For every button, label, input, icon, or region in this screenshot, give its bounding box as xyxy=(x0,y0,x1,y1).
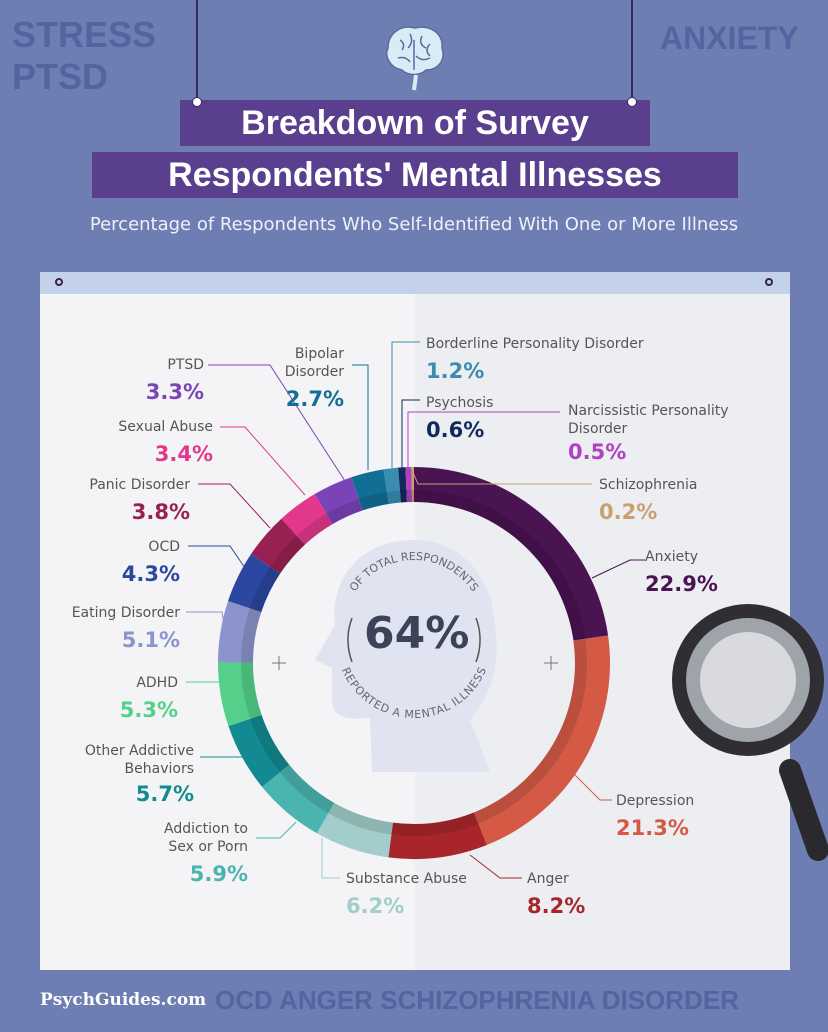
bg-word: DISORDER xyxy=(601,985,739,1015)
leader-substance xyxy=(321,838,340,879)
slice-other-addictive-behaviors xyxy=(228,714,290,787)
leader-anger xyxy=(469,854,522,879)
label-sexual-abuse: Sexual Abuse 3.4% xyxy=(118,419,213,466)
slice-shade xyxy=(250,714,290,773)
bg-word: SCHIZOPHRENIA xyxy=(380,985,595,1015)
slice-shade xyxy=(279,764,335,814)
slice-sexual-abuse xyxy=(281,493,333,545)
slice-anger xyxy=(388,812,487,860)
slice-shade xyxy=(414,489,586,641)
label-anxiety: Anxiety 22.9% xyxy=(645,549,718,596)
label-ptsd: PTSD 3.3% xyxy=(145,357,204,404)
brain-icon xyxy=(386,26,444,91)
leader-narc xyxy=(407,411,560,468)
label-narcissistic: Narcissistic Personality Disorder 0.5% xyxy=(568,403,729,464)
slice-shade xyxy=(326,499,363,525)
leader-bpd xyxy=(391,341,420,468)
leader-sexual xyxy=(220,426,306,496)
leader-schizo xyxy=(410,467,592,485)
head-silhouette xyxy=(315,540,497,772)
label-bpd: Borderline Personality Disorder 1.2% xyxy=(426,336,644,383)
center-brackets xyxy=(347,617,481,663)
bg-word: ANGER xyxy=(279,985,373,1015)
label-ocd: OCD 4.3% xyxy=(121,539,180,586)
center-value: 64% xyxy=(364,608,470,659)
pin-icon xyxy=(55,278,63,286)
hanging-string xyxy=(196,0,198,100)
label-substance-abuse: Substance Abuse 6.2% xyxy=(346,871,467,918)
bg-word: ANXIETY xyxy=(660,20,799,56)
slice-shade xyxy=(399,490,407,503)
slice-psychosis xyxy=(398,467,407,503)
slice-shade xyxy=(358,492,389,511)
title-line-2: Respondents' Mental Illnesses xyxy=(92,152,738,198)
hang-dot xyxy=(192,97,202,107)
pin-icon xyxy=(765,278,773,286)
slice-shade xyxy=(328,802,393,835)
label-eating-disorder: Eating Disorder 5.1% xyxy=(71,605,180,652)
leader-bipolar xyxy=(352,364,369,470)
title-line-1: Breakdown of Survey xyxy=(180,100,650,146)
slice-narcissistic-personality-disorder xyxy=(405,467,412,503)
slice-panic-disorder xyxy=(251,518,306,574)
label-addiction-sex-porn: Addiction to Sex or Porn 5.9% xyxy=(163,821,248,886)
label-schizophrenia: Schizophrenia 0.2% xyxy=(599,477,698,524)
leader-ptsd xyxy=(208,364,346,482)
leader-eating xyxy=(186,611,226,631)
slice-shade xyxy=(241,662,262,719)
hanging-string xyxy=(631,0,633,100)
label-anger: Anger 8.2% xyxy=(527,871,586,918)
slice-shade xyxy=(249,566,281,613)
slice-bipolar-disorder xyxy=(351,469,389,511)
leader-addiction xyxy=(256,821,297,839)
slice-shade xyxy=(391,812,479,837)
slice-depression xyxy=(473,635,610,845)
magnifier-icon xyxy=(672,604,828,861)
slice-shade xyxy=(406,490,412,503)
slice-eating-disorder xyxy=(218,601,262,663)
hang-dot xyxy=(627,97,637,107)
slice-shade xyxy=(296,513,333,545)
slice-ocd xyxy=(228,553,281,613)
label-depression: Depression 21.3% xyxy=(616,793,695,840)
bg-word: STRESS xyxy=(12,14,157,55)
label-adhd: ADHD 5.3% xyxy=(119,675,178,722)
card-top-band xyxy=(40,272,790,294)
slice-shade xyxy=(270,535,306,574)
slice-shade xyxy=(411,490,414,503)
slice-addiction-to-sex-or-porn xyxy=(262,764,335,834)
slice-adhd xyxy=(218,662,262,727)
bg-word: OCD xyxy=(215,985,273,1015)
crosshair-marks xyxy=(272,656,558,670)
subtitle: Percentage of Respondents Who Self-Ident… xyxy=(89,214,739,235)
slice-shade xyxy=(387,490,401,504)
bg-word-row: OCD ANGER SCHIZOPHRENIA DISORDER xyxy=(215,984,739,1016)
slice-substance-abuse xyxy=(316,802,393,858)
leader-psychosis xyxy=(401,399,420,468)
bg-word: PTSD xyxy=(12,56,109,97)
slice-borderline-personality-disorder xyxy=(383,467,401,504)
leader-anxiety xyxy=(591,559,645,579)
label-bipolar: Bipolar Disorder 2.7% xyxy=(284,346,344,411)
slice-ptsd xyxy=(314,477,363,525)
slice-shade xyxy=(473,638,587,824)
leader-depression xyxy=(569,769,612,801)
label-panic-disorder: Panic Disorder 3.8% xyxy=(89,477,190,524)
leader-ocd xyxy=(188,545,246,569)
slice-shade xyxy=(241,608,262,663)
slice-schizophrenia xyxy=(411,467,414,503)
label-other-addictive: Other Addictive Behaviors 5.7% xyxy=(84,743,194,806)
leader-panic xyxy=(198,483,271,529)
label-psychosis: Psychosis 0.6% xyxy=(426,395,494,442)
footer-brand: PsychGuides.com xyxy=(40,990,207,1010)
